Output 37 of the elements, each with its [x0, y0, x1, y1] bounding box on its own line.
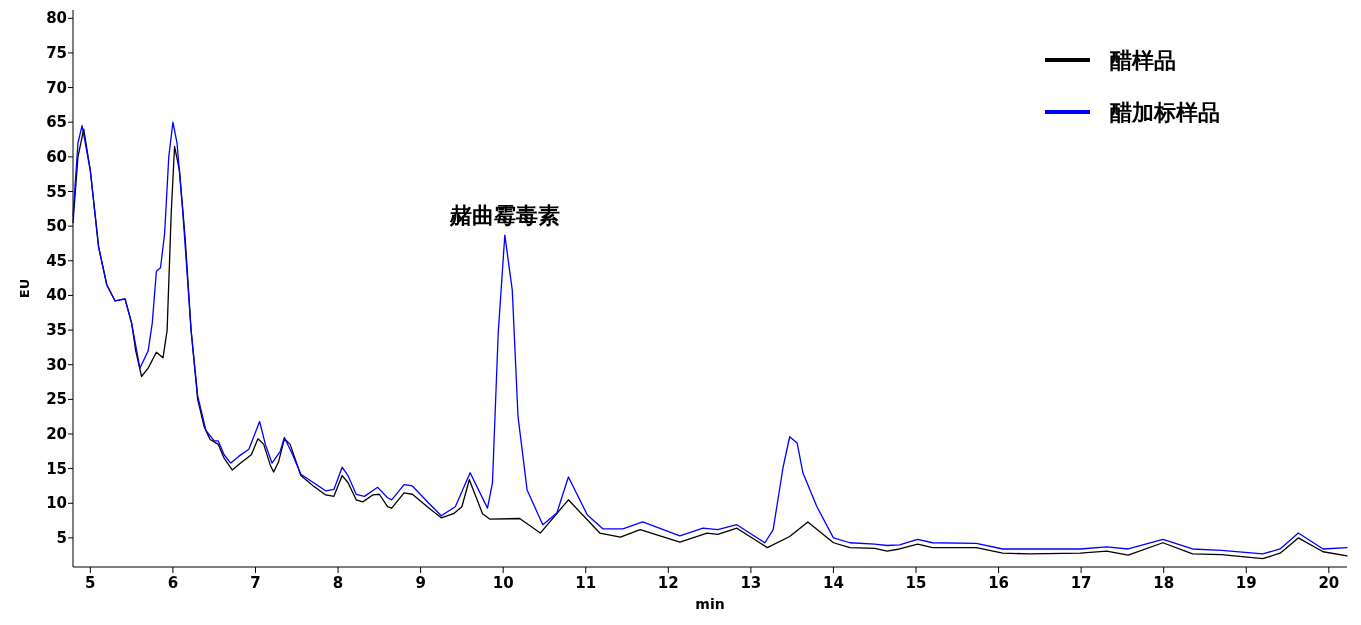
y-tick-label: 70: [46, 78, 67, 97]
x-tick-label: 8: [332, 574, 344, 592]
annotation: 赭曲霉毒素: [448, 203, 560, 229]
legend-label: 醋样品: [1110, 48, 1176, 73]
x-axis-title: min: [695, 596, 725, 612]
x-tick-label: 14: [823, 574, 844, 592]
y-tick-label: 50: [46, 217, 67, 236]
y-tick-label: 45: [46, 251, 67, 270]
y-tick-label: 75: [46, 43, 67, 62]
legend-label: 醋加标样品: [1110, 100, 1220, 125]
y-tick-label: 25: [46, 390, 67, 409]
x-tick-label: 19: [1235, 574, 1257, 592]
x-tick-label: 15: [905, 574, 927, 592]
y-tick-label: 60: [46, 147, 67, 166]
y-tick-label: 10: [46, 494, 67, 513]
x-tick-label: 13: [740, 574, 762, 592]
y-tick-label: 65: [46, 113, 67, 132]
y-tick-label: 5: [56, 528, 67, 547]
x-tick-label: 6: [167, 574, 179, 592]
x-tick-label: 9: [415, 574, 426, 592]
x-tick-label: 17: [1070, 574, 1092, 592]
x-tick-label: 7: [250, 574, 261, 592]
y-tick-label: 55: [46, 182, 67, 201]
x-tick-label: 18: [1153, 574, 1175, 592]
y-tick-label: 40: [46, 286, 67, 305]
x-tick-label: 20: [1318, 574, 1340, 592]
y-tick-label: 30: [46, 355, 67, 374]
y-tick-label: 35: [46, 321, 67, 340]
y-tick-label: 15: [46, 459, 67, 478]
x-tick-label: 10: [492, 574, 514, 592]
y-tick-label: 20: [46, 424, 67, 443]
y-axis-title: EU: [17, 278, 32, 299]
y-tick-label: 80: [46, 9, 67, 28]
x-tick-label: 16: [988, 574, 1010, 592]
x-tick-label: 12: [657, 574, 679, 592]
x-tick-label: 5: [85, 574, 96, 592]
x-tick-label: 11: [575, 574, 597, 592]
